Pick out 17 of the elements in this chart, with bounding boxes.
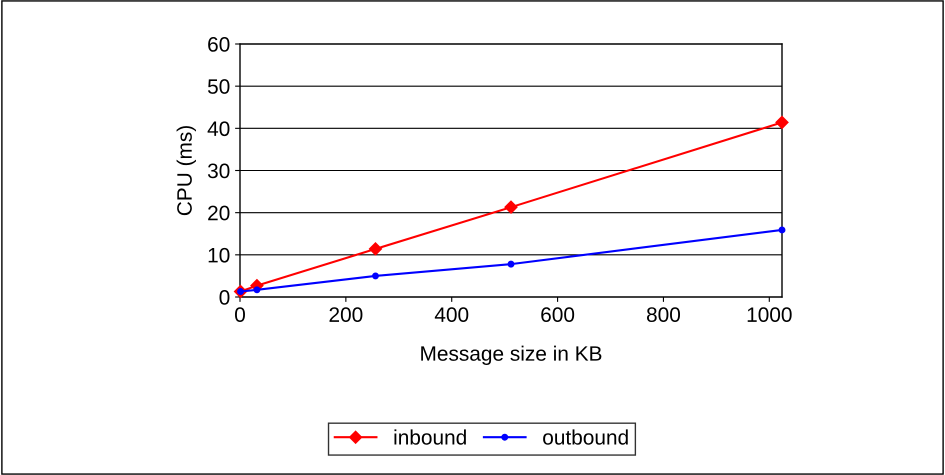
- x-tick-label: 600: [541, 307, 574, 322]
- y-tick-label: 30: [208, 164, 230, 178]
- y-axis-title: CPU (ms): [176, 126, 196, 216]
- y-tick-label: 20: [208, 206, 230, 220]
- legend-label: inbound: [394, 429, 466, 445]
- y-tick-label: 50: [208, 79, 230, 94]
- x-tick-label: 200: [330, 307, 362, 322]
- y-tick-label: 40: [208, 121, 230, 136]
- x-tick-label: 800: [646, 307, 680, 322]
- x-tick-label: 0: [235, 307, 245, 322]
- y-tick-label: 60: [208, 37, 230, 52]
- y-tick-label: 10: [208, 248, 230, 263]
- x-axis-title: Message size in KB: [421, 346, 602, 366]
- y-tick-label: 0: [220, 290, 230, 305]
- x-tick-label: 400: [434, 307, 468, 322]
- legend-label: outbound: [543, 429, 628, 445]
- x-tick-label: 1000: [748, 307, 792, 322]
